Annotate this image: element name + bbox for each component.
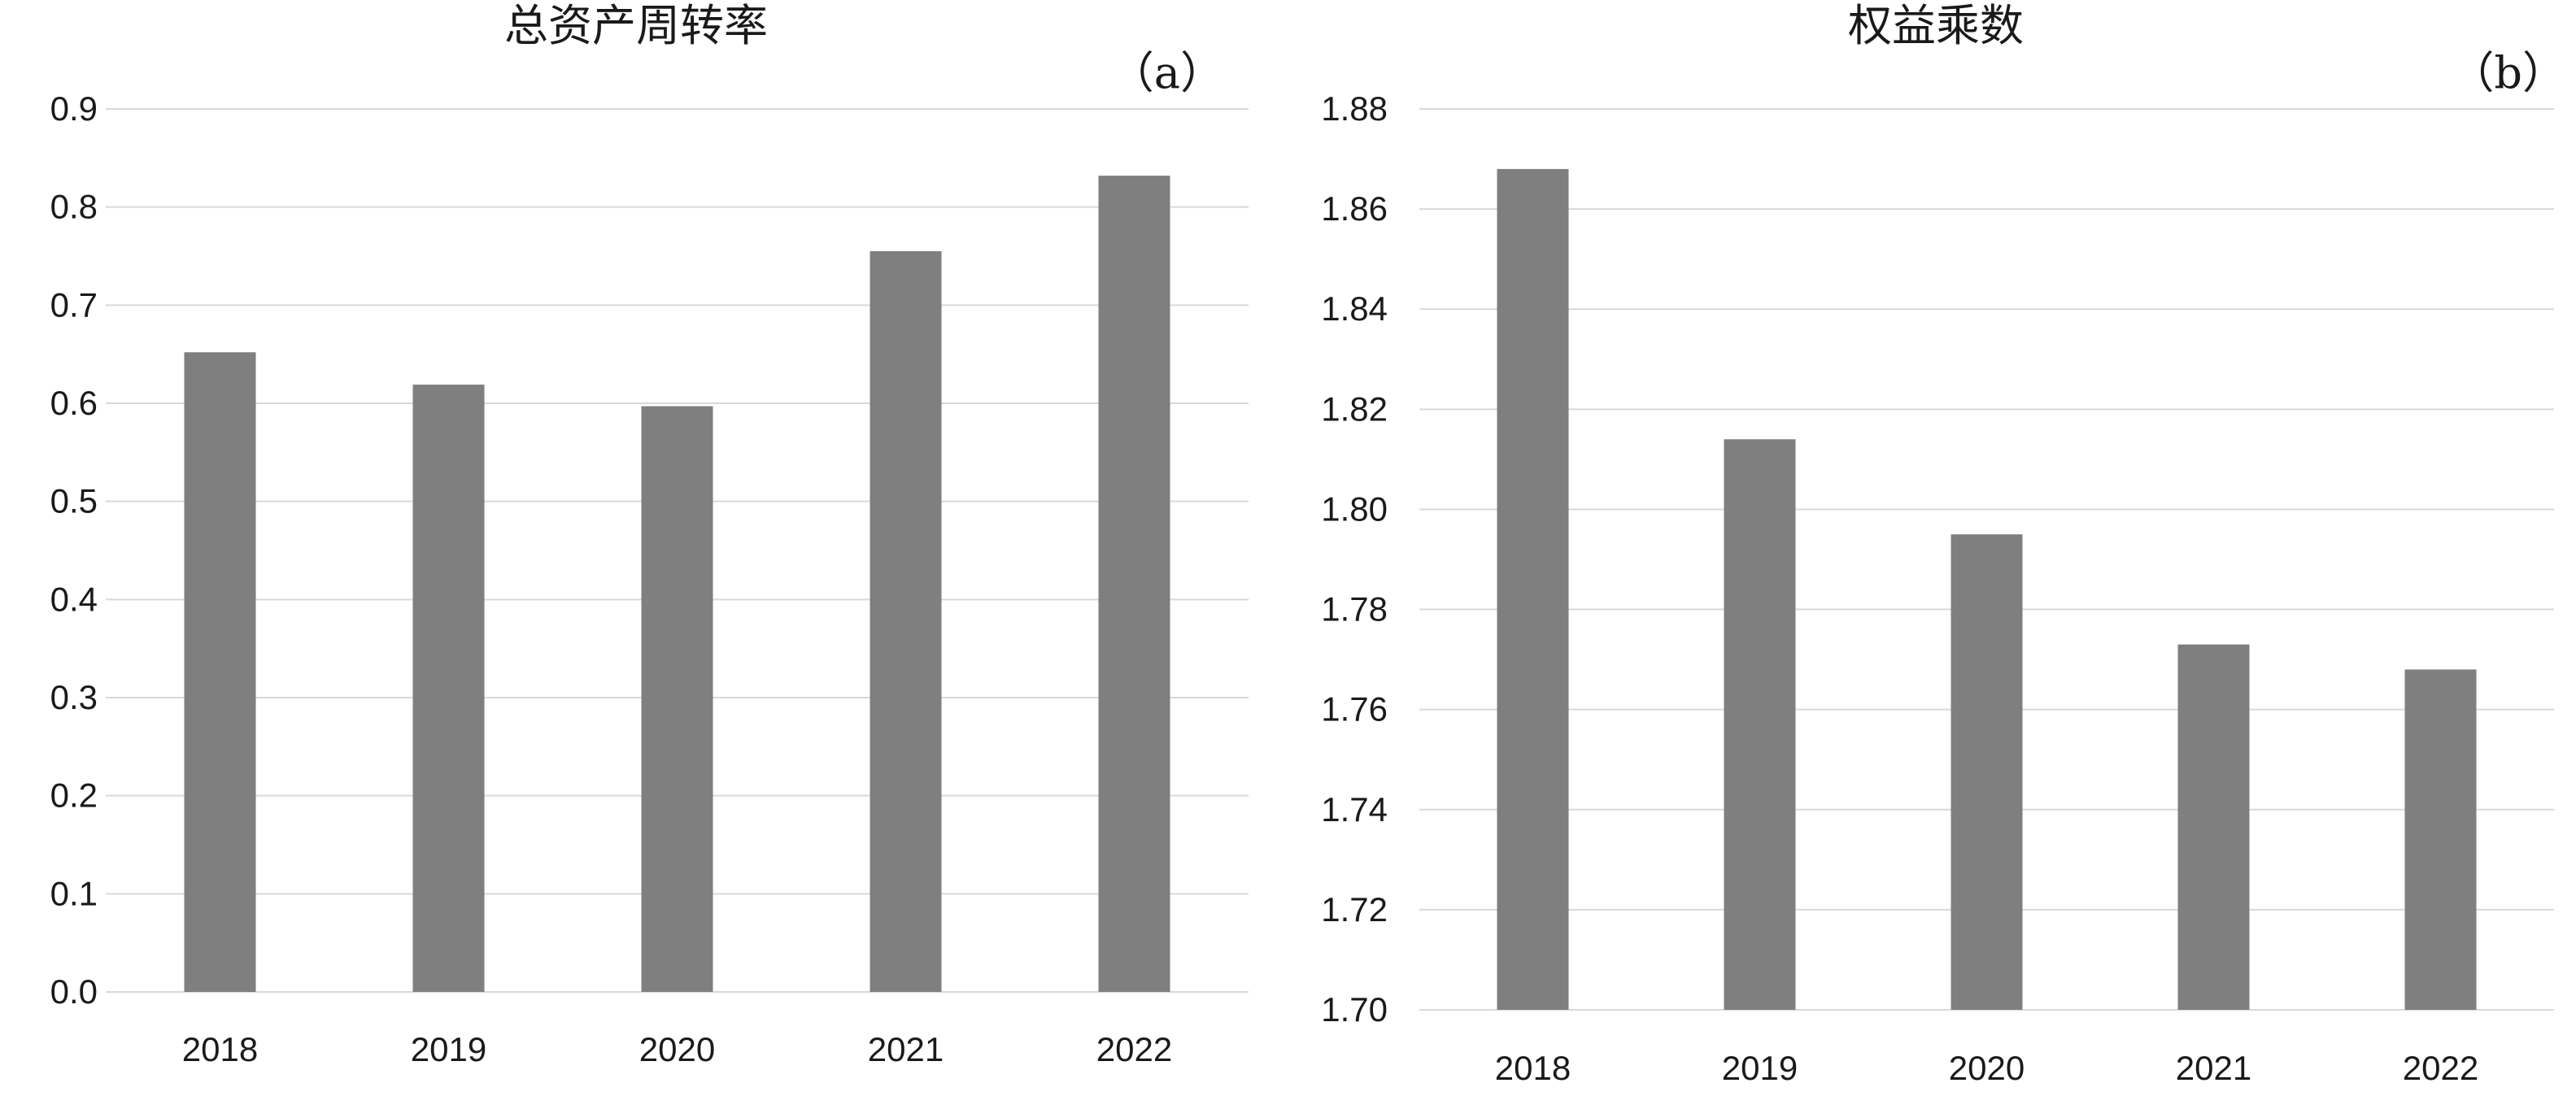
chart-a-bar-2020 bbox=[641, 406, 713, 992]
chart-a-title: 总资产周转率 bbox=[504, 0, 768, 51]
chart-b-x-tick-label: 2020 bbox=[1949, 1049, 2025, 1087]
chart-a-y-tick-label: 0.6 bbox=[50, 384, 98, 422]
chart-b-x-tick-label: 2018 bbox=[1495, 1049, 1571, 1087]
chart-b-bar-2018 bbox=[1497, 168, 1569, 1010]
chart-a-x-tick-label: 2019 bbox=[411, 1030, 486, 1068]
chart-b-y-tick-label: 1.82 bbox=[1321, 389, 1388, 428]
chart-b-y-tick-label: 1.76 bbox=[1321, 690, 1388, 728]
chart-b-y-tick-label: 1.78 bbox=[1321, 590, 1388, 628]
chart-b-y-tick-label: 1.88 bbox=[1321, 89, 1388, 128]
chart-b-panel-label: （b） bbox=[2450, 47, 2566, 98]
chart-a-y-tick-label: 0.7 bbox=[50, 285, 98, 324]
chart-a-x-axis: 2018 2019 2020 2021 2022 bbox=[182, 1030, 1172, 1068]
chart-panel-a: 总资产周转率 （a） 0.00.10.20.30.40.50.60.70.80.… bbox=[50, 0, 1249, 1068]
chart-a-y-tick-label: 0.1 bbox=[50, 874, 98, 912]
chart-b-y-tick-label: 1.74 bbox=[1321, 790, 1388, 829]
chart-a-y-axis: 0.0 0.1 0.2 0.3 0.4 0.5 0.6 0.7 0.8 0.9 bbox=[50, 89, 98, 1011]
chart-b-bar-2020 bbox=[1951, 534, 2023, 1010]
chart-b-x-tick-label: 2022 bbox=[2403, 1049, 2478, 1087]
chart-a-x-tick-label: 2018 bbox=[182, 1030, 258, 1068]
chart-a-x-tick-label: 2021 bbox=[868, 1030, 944, 1068]
chart-b-x-tick-label: 2021 bbox=[2176, 1049, 2251, 1087]
chart-b-x-axis: 2018 2019 2020 2021 2022 bbox=[1495, 1049, 2478, 1087]
chart-a-x-tick-label: 2022 bbox=[1096, 1030, 1172, 1068]
chart-a-y-tick-label: 0.9 bbox=[50, 89, 98, 128]
chart-b-x-tick-label: 2019 bbox=[1722, 1049, 1798, 1087]
chart-b-bar-2022 bbox=[2404, 669, 2477, 1010]
chart-a-bars bbox=[184, 176, 1170, 993]
chart-a-bar-2019 bbox=[412, 385, 485, 992]
chart-a-y-tick-label: 0.3 bbox=[50, 678, 98, 716]
chart-a-y-tick-label: 0.8 bbox=[50, 188, 98, 226]
chart-a-y-tick-label: 0.2 bbox=[50, 776, 98, 815]
chart-a-y-tick-label: 0.0 bbox=[50, 972, 98, 1011]
chart-b-title: 权益乘数 bbox=[1848, 0, 2024, 51]
chart-b-y-tick-label: 1.84 bbox=[1321, 289, 1388, 328]
chart-a-y-tick-label: 0.5 bbox=[50, 482, 98, 520]
chart-a-x-tick-label: 2020 bbox=[639, 1030, 715, 1068]
chart-b-bars bbox=[1497, 168, 2477, 1010]
chart-b-bar-2019 bbox=[1724, 439, 1796, 1010]
chart-b-y-tick-label: 1.86 bbox=[1321, 189, 1388, 228]
chart-a-bar-2022 bbox=[1098, 176, 1170, 992]
chart-a-bar-2021 bbox=[870, 250, 942, 992]
chart-panel-b: 权益乘数 （b） 1.70 1.72 1.74 1.76 1.78 1.80 1.82 1.8… bbox=[1321, 0, 2566, 1087]
chart-b-y-tick-label: 1.72 bbox=[1321, 890, 1388, 929]
chart-a-bar-2018 bbox=[184, 352, 256, 993]
chart-a-y-tick-label: 0.4 bbox=[50, 580, 98, 618]
chart-b-y-tick-label: 1.70 bbox=[1321, 990, 1388, 1029]
chart-a-panel-label: （a） bbox=[1110, 47, 1224, 98]
chart-b-bar-2021 bbox=[2177, 644, 2250, 1010]
chart-b-y-tick-label: 1.80 bbox=[1321, 489, 1388, 528]
chart-b-y-axis: 1.70 1.72 1.74 1.76 1.78 1.80 1.82 1.84 1.86 1.88 bbox=[1321, 89, 1388, 1029]
